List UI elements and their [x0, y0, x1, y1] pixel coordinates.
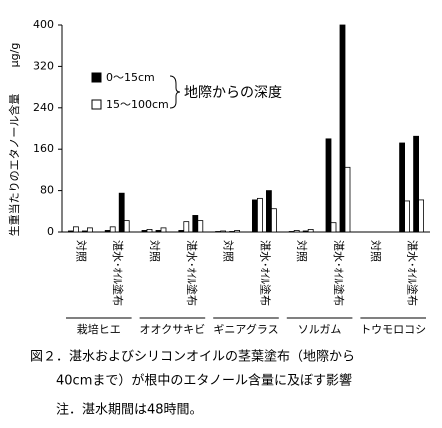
legend-bracket [169, 75, 181, 109]
legend-label: 0～15cm [106, 71, 155, 84]
x-tick-label: 対照 [369, 240, 383, 262]
y-axis-unit: μg/g [8, 43, 21, 68]
bar [82, 230, 88, 233]
y-tick-label: 400 [33, 18, 54, 31]
bar [344, 166, 351, 233]
bar [141, 230, 148, 233]
y-tick-label: 80 [40, 184, 54, 197]
bar [265, 190, 272, 233]
bar [104, 230, 111, 233]
legend-swatch [91, 72, 102, 83]
bar [413, 135, 420, 233]
x-tick-label: 湛水･ｵｲﾙ塗布 [258, 240, 272, 306]
y-axis-label: 生重当たりのエタノール含量 [7, 94, 21, 237]
bar [68, 230, 74, 233]
legend-swatch [91, 99, 102, 110]
bar [288, 231, 295, 233]
x-tick-label: 湛水･ｵｲﾙ塗布 [111, 240, 125, 306]
bar [178, 230, 185, 233]
x-tick-label: 対照 [74, 240, 88, 262]
y-tick-label: 0 [47, 225, 54, 238]
y-tick-label: 160 [33, 142, 54, 155]
bar [399, 142, 406, 233]
bar [160, 227, 167, 233]
bar [73, 226, 79, 233]
bar [256, 197, 263, 233]
bar [302, 230, 309, 233]
bar [404, 200, 411, 233]
bar [229, 231, 236, 233]
bar [293, 230, 300, 233]
bar [418, 199, 425, 233]
bar [87, 227, 93, 233]
y-tick-label: 320 [33, 59, 54, 72]
bar [270, 208, 277, 233]
bar [146, 229, 153, 233]
y-tick-label: 240 [33, 101, 54, 114]
caption: 40cmまで）が根中のエタノール含量に及ぼす影響 [56, 373, 352, 389]
bar [183, 221, 190, 233]
x-tick-label: 対照 [222, 240, 236, 262]
x-tick-label: 対照 [295, 240, 309, 262]
bar [215, 231, 222, 233]
bar [192, 215, 199, 233]
bar [118, 192, 125, 233]
group-label: ギニアグラス [213, 322, 278, 336]
bar [109, 226, 116, 233]
bar [234, 230, 241, 233]
bar [330, 222, 337, 233]
note: 注．湛水期間は48時間。 [56, 403, 203, 418]
bar [197, 220, 204, 233]
group-label: トウモロコシ [360, 323, 426, 336]
caption: 図２．湛水およびシリコンオイルの茎葉塗布（地際から [30, 349, 355, 365]
group-label: オオクサキビ [140, 323, 206, 336]
legend-label: 15～100cm [106, 98, 169, 111]
x-tick-label: 湛水･ｵｲﾙ塗布 [406, 240, 420, 306]
x-tick-label: 対照 [148, 240, 162, 262]
x-tick-label: 湛水･ｵｲﾙ塗布 [332, 240, 346, 306]
group-label: ソルガム [298, 323, 342, 336]
bar [251, 199, 258, 233]
bar [155, 230, 162, 233]
bar [220, 230, 227, 233]
x-tick-label: 湛水･ｵｲﾙ塗布 [185, 240, 199, 306]
bar [123, 220, 130, 233]
bar [325, 138, 332, 233]
group-label: 栽培ヒエ [77, 322, 121, 336]
legend-title: 地際からの深度 [184, 85, 282, 101]
bar [339, 24, 346, 233]
bar [307, 229, 314, 233]
